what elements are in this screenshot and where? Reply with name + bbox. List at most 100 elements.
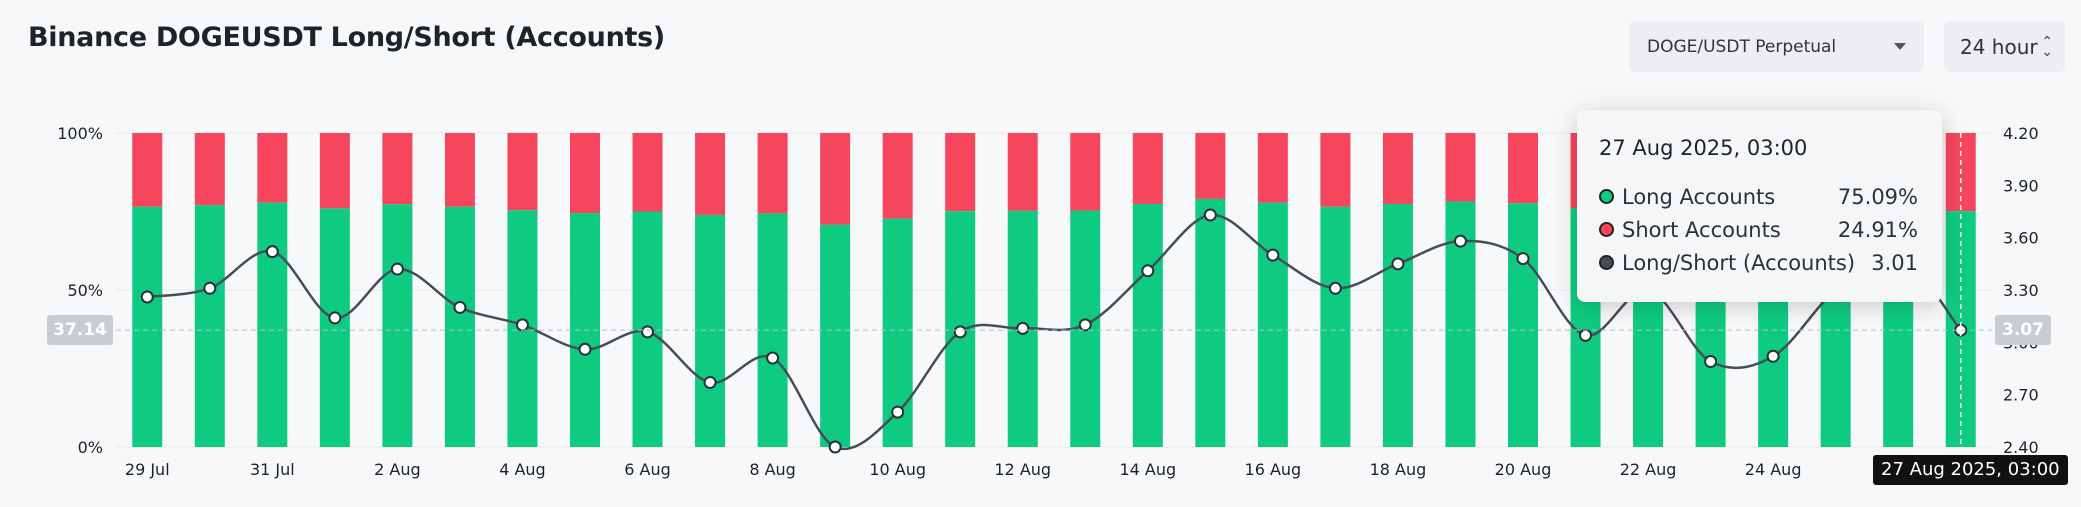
ratio-point	[766, 351, 780, 365]
long-bar	[382, 204, 413, 447]
short-bar	[132, 133, 163, 207]
period-select[interactable]: 24 hour ⌃ ⌄	[1944, 21, 2065, 72]
x-tick-label: 12 Aug	[994, 460, 1051, 479]
x-tick-label: 4 Aug	[499, 460, 546, 479]
long-bar	[257, 202, 288, 447]
short-bar	[820, 133, 851, 225]
x-tick-label: 2 Aug	[374, 460, 421, 479]
crosshair-layer	[116, 133, 1992, 447]
y-right-tick-label: 2.70	[2003, 386, 2039, 405]
short-bar	[570, 133, 600, 214]
tooltip-row-name: Long/Short (Accounts)	[1622, 250, 1856, 275]
short-bar	[1257, 133, 1288, 203]
short-bar	[1195, 133, 1226, 199]
x-tick-label: 24 Aug	[1745, 460, 1802, 479]
ratio-point	[1141, 264, 1155, 278]
y-left-tick-label: 50%	[67, 281, 103, 300]
short-bar	[444, 133, 475, 207]
short-bar	[695, 133, 726, 215]
short-bar	[319, 133, 350, 209]
ratio-point	[1266, 248, 1280, 262]
tooltip-title: 27 Aug 2025, 03:00	[1599, 136, 1808, 160]
ratio-point	[1078, 318, 1092, 332]
updown-chevron-icon: ⌃ ⌄	[2041, 33, 2053, 60]
x-tick-label: 14 Aug	[1119, 460, 1176, 479]
crosshair-right-value: 3.07	[1995, 315, 2051, 346]
ratio-point	[453, 300, 467, 314]
long-bar	[1195, 198, 1226, 447]
ratio-point	[703, 375, 717, 389]
short-bar	[1508, 133, 1538, 204]
ratio-point	[265, 245, 279, 259]
short-bar	[1132, 133, 1163, 204]
ratio-point	[641, 325, 655, 339]
short-bar	[1007, 133, 1038, 211]
crosshair-left-value: 37.14	[47, 315, 113, 346]
tooltip-row: Long/Short (Accounts) 3.01	[1599, 246, 1918, 279]
ratio-point	[891, 405, 905, 419]
y-right-tick-label: 3.30	[2003, 281, 2039, 300]
short-bar	[632, 133, 663, 212]
y-right-tick-label: 3.90	[2003, 176, 2039, 195]
y-right-tick-label: 2.40	[2003, 438, 2039, 457]
ratio-point	[328, 311, 342, 325]
crosshair-x-label: 27 Aug 2025, 03:00	[1873, 455, 2068, 485]
y-left-tick-label: 100%	[57, 124, 103, 143]
x-tick-label: 20 Aug	[1495, 460, 1552, 479]
long-bar	[194, 205, 225, 447]
legend-dot-icon	[1599, 189, 1614, 204]
ratio-point	[203, 281, 217, 295]
ratio-point	[1328, 281, 1342, 295]
long-bar	[319, 208, 350, 447]
x-tick-label: 22 Aug	[1620, 460, 1677, 479]
tick-labels-layer: 100%50%0%4.203.903.603.303.002.702.4029 …	[57, 124, 2038, 479]
ratio-point	[1016, 321, 1030, 335]
long-bar	[1132, 203, 1163, 447]
chevron-down-icon	[1894, 43, 1906, 50]
x-tick-label: 18 Aug	[1370, 460, 1427, 479]
tooltip-row-value: 75.09%	[1837, 184, 1918, 209]
tooltip-row-name: Short Accounts	[1622, 217, 1781, 242]
long-bar	[1508, 203, 1538, 447]
x-tick-label: 29 Jul	[125, 460, 170, 479]
short-bar	[194, 133, 225, 206]
y-right-tick-label: 4.20	[2003, 124, 2039, 143]
legend-dot-icon	[1599, 255, 1614, 270]
x-tick-label: 31 Jul	[250, 460, 295, 479]
ratio-point	[390, 262, 404, 276]
tooltip-row: Short Accounts 24.91%	[1599, 213, 1918, 246]
short-bar	[882, 133, 913, 219]
x-tick-label: 6 Aug	[624, 460, 671, 479]
tooltip-row: Long Accounts 75.09%	[1599, 180, 1918, 213]
ratio-point	[953, 325, 967, 339]
ratio-point	[1391, 257, 1405, 271]
short-bar	[1445, 133, 1476, 202]
ratio-point	[140, 290, 154, 304]
short-bar	[1070, 133, 1101, 211]
x-tick-label: 8 Aug	[749, 460, 796, 479]
page-title: Binance DOGEUSDT Long/Short (Accounts)	[28, 22, 665, 53]
tooltip-row-name: Long Accounts	[1622, 184, 1776, 209]
legend-dot-icon	[1599, 222, 1614, 237]
long-bar	[132, 206, 163, 447]
ratio-point	[1704, 355, 1718, 369]
tooltip-row-value: 24.91%	[1837, 217, 1918, 242]
x-tick-label: 10 Aug	[869, 460, 926, 479]
short-bar	[1382, 133, 1413, 204]
ratio-point	[1579, 328, 1593, 342]
short-bar	[257, 133, 288, 203]
long-bar	[1257, 202, 1288, 447]
ratio-point	[1516, 252, 1530, 266]
chart-tooltip: 27 Aug 2025, 03:00 Long Accounts 75.09% Sh…	[1577, 110, 1942, 302]
y-left-tick-label: 0%	[78, 438, 103, 457]
long-bar	[444, 206, 475, 447]
short-bar	[1320, 133, 1351, 207]
market-select-value: DOGE/USDT Perpetual	[1647, 36, 1837, 57]
short-bar	[757, 133, 788, 214]
ratio-point	[1453, 234, 1467, 248]
ratio-point	[578, 342, 592, 356]
x-tick-label: 16 Aug	[1245, 460, 1302, 479]
ratio-point	[515, 318, 529, 332]
market-select[interactable]: DOGE/USDT Perpetual	[1629, 21, 1924, 72]
long-bar	[695, 214, 726, 447]
